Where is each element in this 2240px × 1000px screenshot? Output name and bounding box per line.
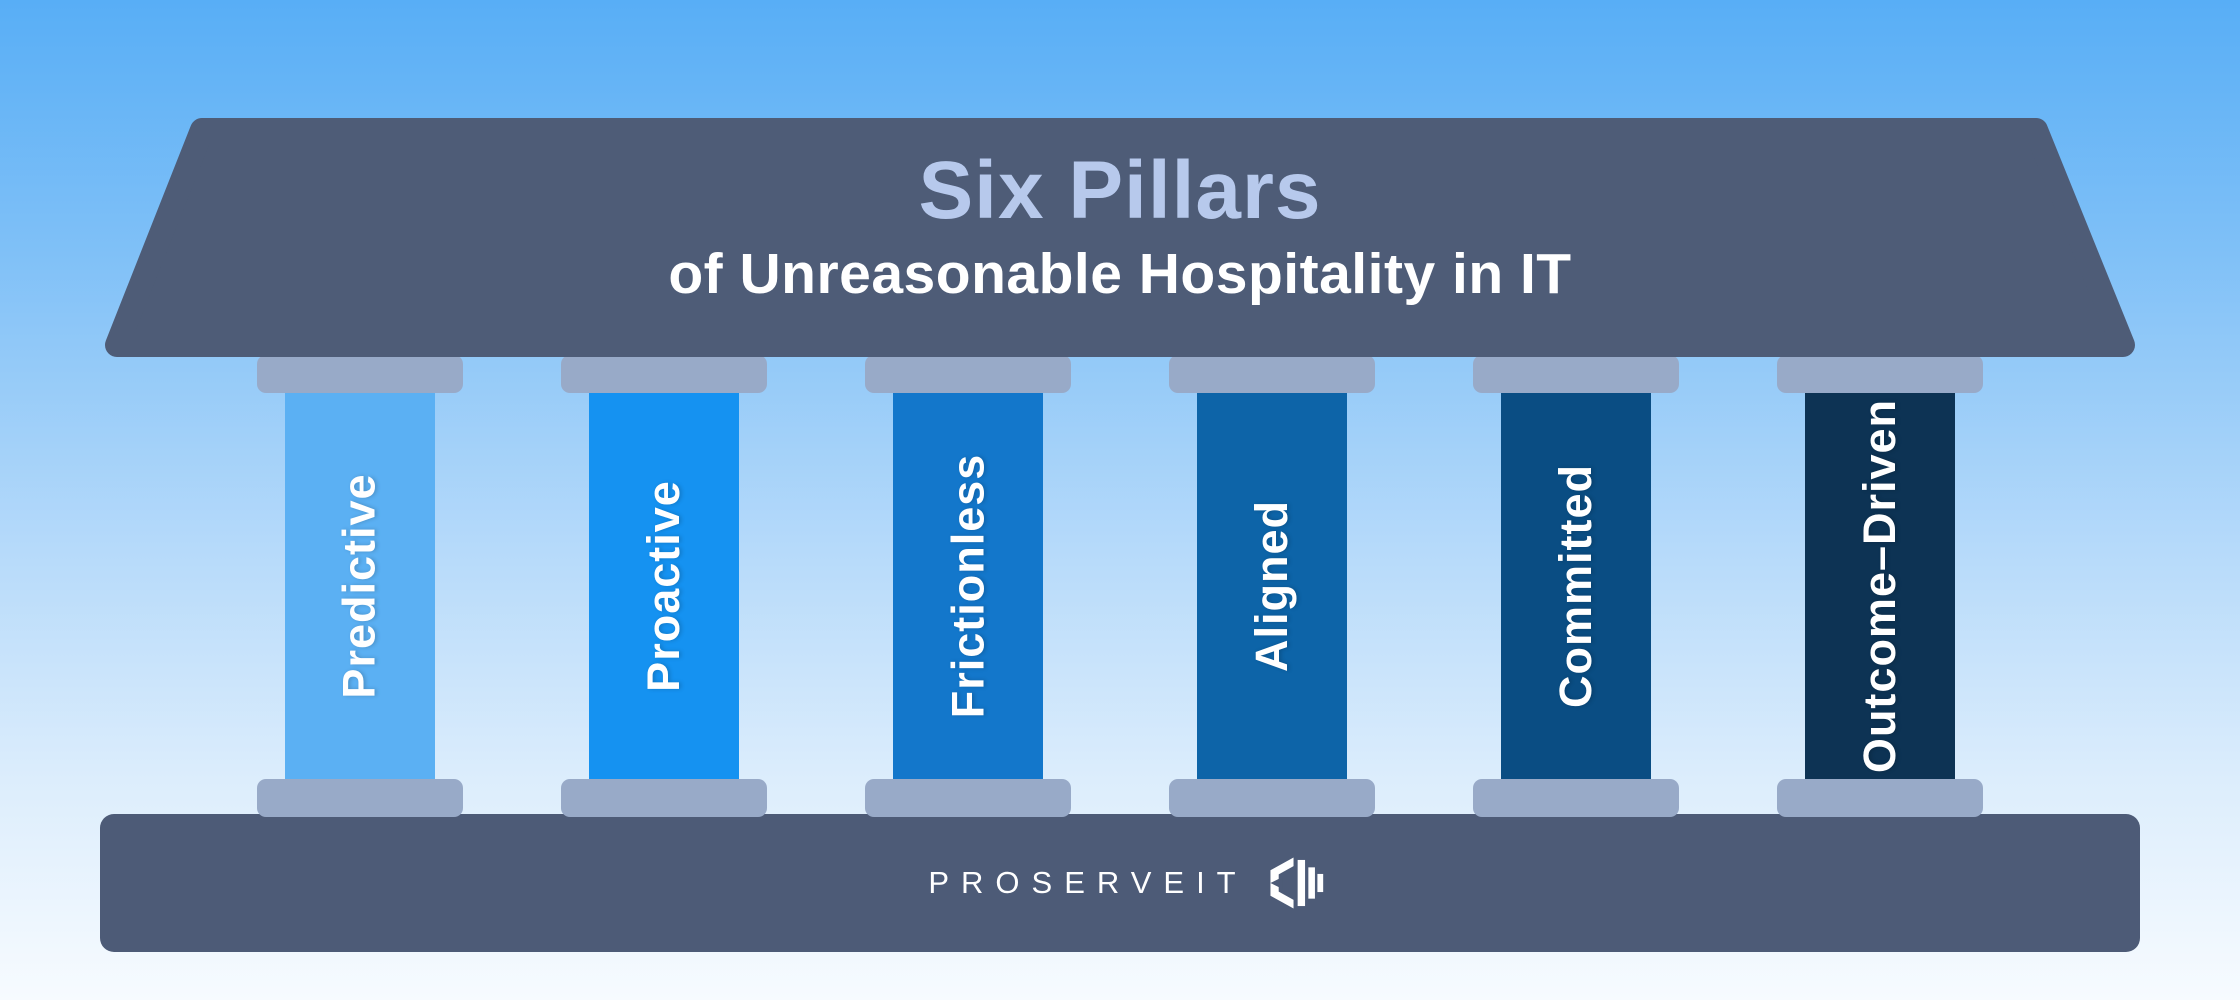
pillar-shaft: Frictionless: [893, 367, 1043, 805]
pillar-outcome-driven: Outcome–Driven: [1777, 355, 1983, 817]
pillar-capital: [1169, 355, 1375, 393]
base-platform: PROSERVEIT: [100, 814, 2140, 952]
pillar-plinth: [1169, 779, 1375, 817]
pillar-plinth: [1777, 779, 1983, 817]
brand-logo: PROSERVEIT: [916, 854, 1323, 912]
pillar-capital: [1777, 355, 1983, 393]
pillar-shaft: Predictive: [285, 367, 435, 805]
proserveit-hexagon-icon: [1270, 857, 1323, 909]
pillar-committed: Committed: [1473, 355, 1679, 817]
pillar-capital: [561, 355, 767, 393]
pillar-capital: [865, 355, 1071, 393]
pillar-predictive: Predictive: [257, 355, 463, 817]
pillar-plinth: [865, 779, 1071, 817]
page-title: Six Pillars: [918, 145, 1322, 236]
pillar-shaft: Committed: [1501, 367, 1651, 805]
pillar-frictionless: Frictionless: [865, 355, 1071, 817]
pillar-capital: [257, 355, 463, 393]
page-subtitle: of Unreasonable Hospitality in IT: [668, 242, 1572, 306]
pillar-shaft: Proactive: [589, 367, 739, 805]
pillar-plinth: [257, 779, 463, 817]
brand-wordmark: PROSERVEIT: [928, 865, 1248, 900]
pillar-shaft: Aligned: [1197, 367, 1347, 805]
pillar-aligned: Aligned: [1169, 355, 1375, 817]
pillar-plinth: [1473, 779, 1679, 817]
pillar-plinth: [561, 779, 767, 817]
pillar-shaft: Outcome–Driven: [1805, 367, 1955, 805]
roof-title-block: Six Pillars of Unreasonable Hospitality …: [0, 150, 2240, 303]
pillar-proactive: Proactive: [561, 355, 767, 817]
pillar-capital: [1473, 355, 1679, 393]
